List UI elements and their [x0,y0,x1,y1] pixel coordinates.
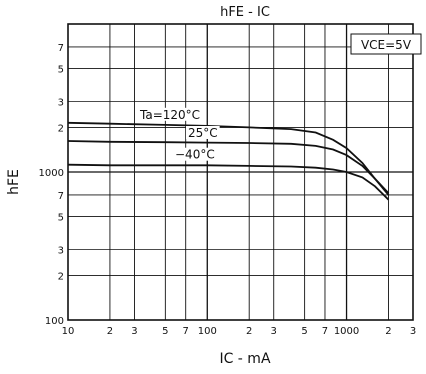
x-tick-label: 7 [322,326,328,337]
series-label-2: −40°C [175,148,215,162]
y-tick-label: 5 [58,213,64,224]
x-tick-label: 2 [107,326,113,337]
x-tick-label: 2 [385,326,391,337]
x-tick-label: 2 [246,326,252,337]
y-tick-label: 100 [45,316,64,327]
x-axis-label: IC - mA [219,351,270,367]
y-tick-label: 3 [58,97,64,108]
x-tick-label: 10 [62,326,75,337]
y-tick-label: 2 [58,123,64,134]
x-tick-label: 3 [131,326,137,337]
series-label-bg [173,147,217,161]
tick-labels: 10 2 3 5 7 100 2 3 5 7 1000 2 3 100 2 3 5 7 1000 2 3 5 7 [39,43,417,337]
series-group [67,121,390,201]
x-tick-label: 7 [183,326,189,337]
series-label-1: 25°C [188,126,218,140]
series-line-2 [67,163,390,201]
x-tick-label: 5 [301,326,307,337]
series-label-0: Ta=120°C [139,108,200,122]
y-tick-label: 7 [58,43,64,54]
x-tick-label: 3 [410,326,416,337]
y-axis-label: hFE [6,169,22,195]
y-tick-label: 5 [58,65,64,76]
plot-frame [67,23,414,321]
x-tick-label: 100 [198,326,217,337]
series-line-1 [67,140,390,194]
y-tick-label: 3 [58,245,64,256]
x-tick-label: 1000 [334,326,359,337]
x-tick-label: 5 [162,326,168,337]
y-tick-label: 7 [58,191,64,202]
series-line-0 [67,121,390,196]
y-tick-label: 2 [58,271,64,282]
grid [68,24,413,320]
condition-box: VCE=5V [350,33,422,55]
x-tick-label: 3 [271,326,277,337]
chart-title: hFE - IC [220,5,270,20]
condition-label: VCE=5V [361,38,412,52]
series-labels: Ta=120°C 25°C −40°C [138,107,220,162]
series-label-bg [138,107,203,121]
y-tick-label: 1000 [39,168,64,179]
series-label-bg [186,125,220,139]
